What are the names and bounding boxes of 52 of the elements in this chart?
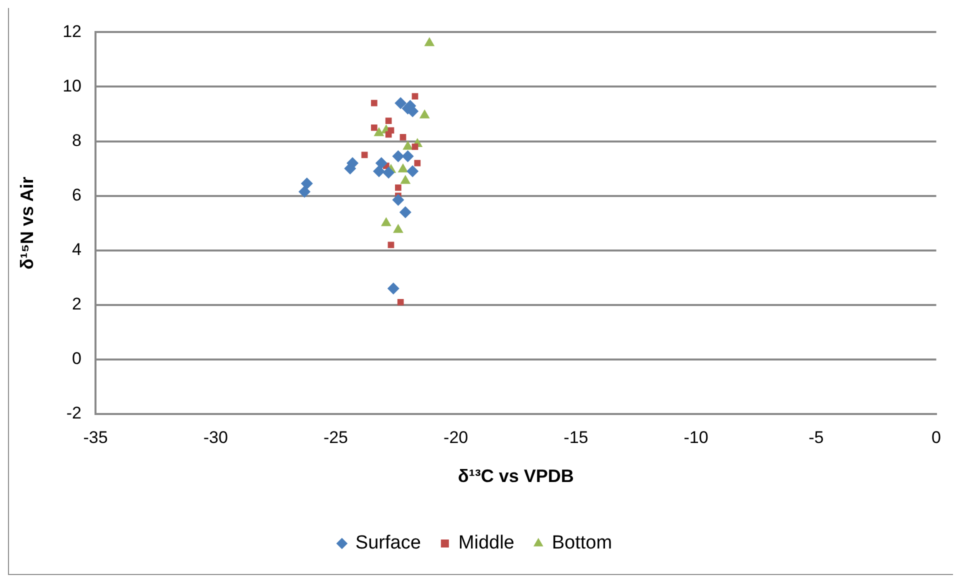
y-axis-title: δ¹⁵N vs Air [16,176,37,270]
point [394,97,407,110]
point [388,242,394,248]
point [400,174,411,184]
y-tick-label: 0 [72,349,82,368]
y-tick-label: 12 [62,22,82,41]
x-tick-label: -25 [323,428,348,447]
y-tick-label: 4 [72,240,82,260]
point [298,186,310,198]
x-tick-label: -15 [564,428,588,447]
point [370,100,378,106]
point [400,134,406,140]
point [419,109,430,118]
legend-label: Bottom [552,532,612,554]
point [361,152,368,158]
point [412,144,418,150]
legend-label: Middle [458,532,514,554]
point [406,165,419,178]
x-tick-label: -20 [444,428,468,447]
y-tick-label: 2 [72,294,82,314]
point [380,217,392,226]
point [372,165,385,178]
point [414,160,421,166]
x-tick-label: -30 [203,428,228,447]
point [300,178,313,190]
y-tick-label: -2 [66,404,82,423]
point [392,150,404,162]
point [392,194,404,206]
x-tick-label: -35 [83,428,108,447]
x-tick-label: 0 [932,428,942,447]
x-tick-label: -10 [684,428,708,447]
point [374,127,384,136]
point [397,299,404,306]
point [387,282,400,295]
point [402,140,413,150]
point [402,150,414,162]
point [385,118,392,124]
point [385,131,392,138]
point [395,184,402,191]
y-tick-label: 8 [72,130,82,150]
point [412,93,418,100]
point [375,157,388,170]
point [398,163,408,172]
x-tick-label: -5 [808,428,824,447]
point [370,124,378,131]
x-axis-title: δ¹³C vs VPDB [458,466,574,486]
point [424,37,435,46]
y-tick-label: 6 [72,186,82,205]
point [399,206,412,218]
y-tick-label: 10 [62,76,82,96]
point [382,166,395,179]
legend-label: Surface [355,532,421,554]
